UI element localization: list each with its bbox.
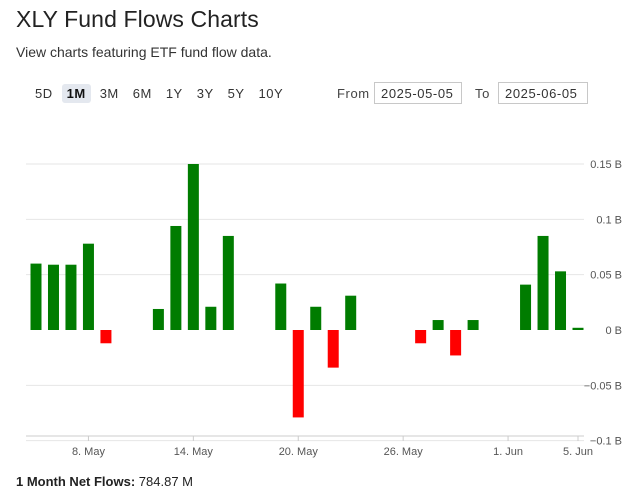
flow-bar[interactable] — [572, 327, 584, 330]
flow-bar[interactable] — [187, 164, 199, 330]
x-tick-label: 5. Jun — [563, 446, 593, 458]
to-label: To — [475, 86, 490, 101]
net-flows-label: 1 Month Net Flows: — [16, 474, 136, 489]
flow-bar[interactable] — [555, 271, 567, 330]
x-tick-label: 1. Jun — [493, 446, 523, 458]
to-date-input[interactable] — [498, 82, 588, 104]
net-flows-summary: 1 Month Net Flows: 784.87 M — [16, 474, 193, 489]
range-1y-button[interactable]: 1Y — [161, 84, 188, 103]
y-tick-label: −0.1 B — [590, 436, 622, 448]
x-axis-ticks: 8. May 14. May 20. May 26. May 1. Jun 5. Jun — [72, 436, 593, 458]
flow-bar[interactable] — [537, 235, 549, 330]
page-subtitle: View charts featuring ETF fund flow data… — [16, 44, 272, 60]
from-label: From — [337, 86, 370, 101]
page-title: XLY Fund Flows Charts — [16, 6, 259, 32]
flow-bar[interactable] — [450, 330, 462, 356]
flow-bar[interactable] — [170, 225, 182, 330]
x-tick-label: 20. May — [279, 446, 319, 458]
y-tick-label: 0 B — [605, 325, 622, 337]
flow-bar[interactable] — [47, 264, 59, 330]
y-tick-label: 0.1 B — [596, 214, 622, 226]
flow-bar[interactable] — [152, 308, 164, 330]
flow-bar[interactable] — [30, 263, 42, 330]
y-tick-label: 0.05 B — [590, 270, 622, 282]
y-axis-ticks: 0.15 B 0.1 B 0.05 B 0 B −0.05 B −0.1 B — [584, 159, 622, 448]
x-tick-label: 8. May — [72, 446, 106, 458]
net-flows-value: 784.87 M — [138, 474, 193, 489]
range-5d-button[interactable]: 5D — [30, 84, 58, 103]
range-1m-button[interactable]: 1M — [61, 84, 91, 103]
range-3y-button[interactable]: 3Y — [192, 84, 219, 103]
from-date-input[interactable] — [374, 82, 462, 104]
y-tick-label: −0.05 B — [584, 380, 622, 392]
x-tick-label: 14. May — [174, 446, 214, 458]
flow-bar[interactable] — [275, 283, 287, 330]
fund-flows-chart: 0.15 B 0.1 B 0.05 B 0 B −0.05 B −0.1 B 8. May… — [26, 159, 622, 458]
y-tick-label: 0.15 B — [590, 159, 622, 171]
flow-bar[interactable] — [415, 330, 427, 344]
flow-bar[interactable] — [432, 320, 444, 330]
range-5y-button[interactable]: 5Y — [223, 84, 250, 103]
flow-bar[interactable] — [292, 330, 304, 418]
chart-bars — [30, 164, 584, 418]
flow-bar[interactable] — [345, 295, 357, 330]
range-10y-button[interactable]: 10Y — [254, 84, 289, 103]
flow-bar[interactable] — [467, 320, 479, 330]
flow-bar[interactable] — [520, 284, 532, 330]
range-selector: 5D 1M 3M 6M 1Y 3Y 5Y 10Y — [30, 84, 288, 103]
chart-grid — [26, 163, 584, 442]
flow-bar[interactable] — [65, 264, 77, 330]
flow-bar[interactable] — [82, 243, 94, 330]
range-3m-button[interactable]: 3M — [95, 84, 124, 103]
range-6m-button[interactable]: 6M — [128, 84, 157, 103]
x-tick-label: 26. May — [384, 446, 424, 458]
flow-bar[interactable] — [327, 330, 339, 368]
flow-bar[interactable] — [100, 330, 112, 344]
flow-bar[interactable] — [205, 306, 217, 330]
flow-bar[interactable] — [310, 306, 322, 330]
flow-bar[interactable] — [222, 235, 234, 330]
